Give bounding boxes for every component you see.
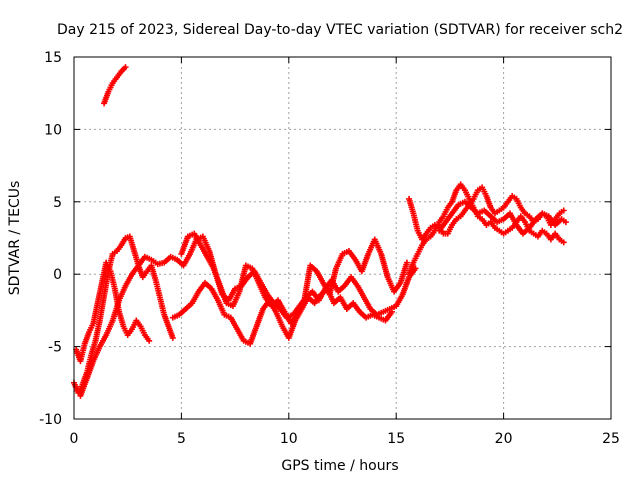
y-tick-label: 0: [53, 267, 62, 283]
x-tick-label: 0: [70, 431, 79, 447]
y-tick-label: 5: [53, 195, 62, 211]
x-tick-label: 15: [387, 431, 405, 447]
data-point-pass-e: [388, 308, 395, 315]
y-tick-label: 10: [44, 122, 62, 138]
data-point-pass-i: [562, 219, 569, 226]
axis-ticks: [73, 56, 612, 420]
data-point-pass-b: [169, 334, 176, 341]
y-tick-label: -5: [48, 340, 62, 356]
data-points: [71, 64, 569, 399]
data-point-pass-f: [403, 259, 410, 266]
y-axis-label: SDTVAR / TECUs: [7, 181, 23, 296]
data-point-pass-g: [560, 239, 567, 246]
grid-lines: [74, 57, 611, 419]
x-tick-label: 25: [602, 431, 620, 447]
y-tick-label: 15: [44, 50, 62, 66]
x-tick-labels: 0 5 10 15 20 25: [70, 431, 620, 447]
x-tick-label: 20: [495, 431, 513, 447]
data-point-pass-a: [122, 64, 129, 71]
y-tick-label: -10: [39, 412, 62, 428]
x-tick-label: 5: [177, 431, 186, 447]
data-point-pass-c: [146, 337, 153, 344]
x-axis-label: GPS time / hours: [281, 458, 398, 474]
y-tick-labels: -10 -5 0 5 10 15: [39, 50, 62, 428]
plot-frame: [73, 56, 612, 420]
chart-title: Day 215 of 2023, Sidereal Day-to-day VTE…: [57, 22, 623, 38]
data-point-pass-h: [560, 207, 567, 214]
x-tick-label: 10: [280, 431, 298, 447]
